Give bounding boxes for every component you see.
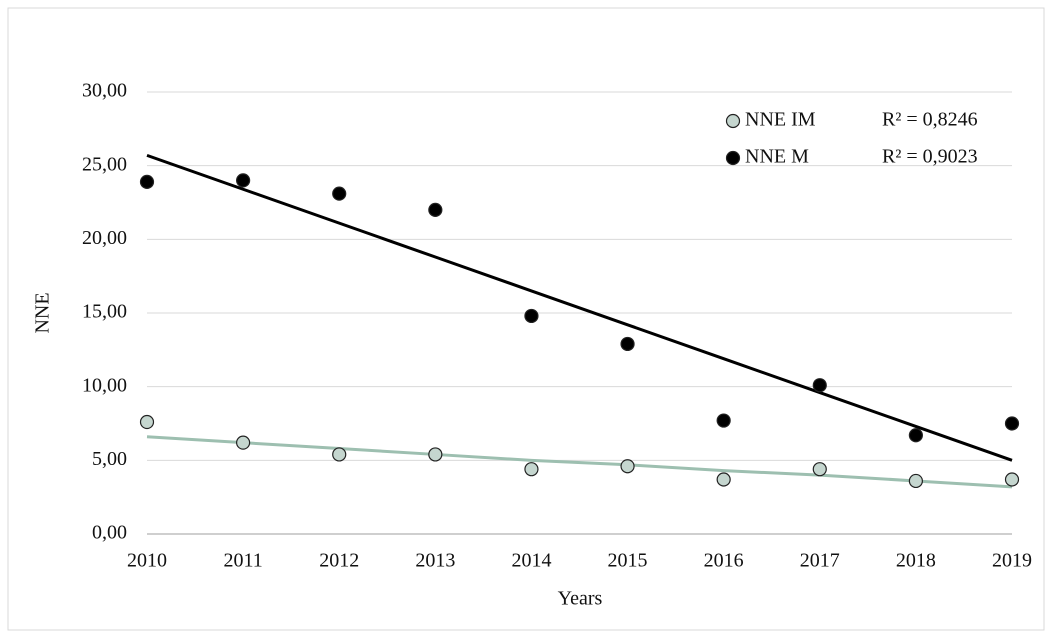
y-axis-label: NNE [32,292,54,333]
r-squared-label: R² = 0,9023 [882,146,978,168]
legend-marker [725,113,741,129]
point [332,447,347,462]
point [139,414,155,430]
y-tick-label: 10,00 [82,374,127,396]
y-tick-label: 30,00 [82,80,127,102]
x-tick-label: 2014 [511,550,551,572]
x-tick-label: 2018 [896,550,936,572]
trendline [146,153,1013,462]
y-tick-label: 25,00 [82,153,127,175]
x-tick-label: 2019 [992,550,1032,572]
x-tick-label: 2011 [223,550,262,572]
x-tick-label: 2013 [415,550,455,572]
point [139,174,155,189]
legend-marker [725,150,741,166]
x-tick-label: 2017 [800,550,840,572]
x-axis-label: Years [558,588,603,610]
point [332,186,347,201]
point [812,378,827,393]
r-squared-label: R² = 0,8246 [882,109,978,131]
point [1004,416,1020,431]
point [812,462,827,477]
point [908,428,923,443]
y-tick-label: 0,00 [92,522,127,544]
point [428,447,443,462]
y-tick-label: 20,00 [82,227,127,249]
legend-label: NNE IM [745,109,816,131]
point [524,308,539,324]
point [236,435,251,450]
legend-label: NNE M [745,146,809,168]
x-tick-label: 2016 [704,550,744,572]
point [908,473,923,489]
frame [7,7,1045,631]
x-tick-label: 2015 [608,550,648,572]
point [620,336,635,352]
point [620,459,635,474]
y-tick-label: 5,00 [92,448,127,470]
trendline [146,435,1013,489]
point [428,202,443,217]
point [716,472,731,487]
y-tick-label: 15,00 [82,301,127,323]
x-tick-label: 2010 [127,550,167,572]
point [236,173,251,188]
point [1004,472,1020,487]
point [716,413,731,428]
point [524,462,539,477]
x-tick-label: 2012 [319,550,359,572]
